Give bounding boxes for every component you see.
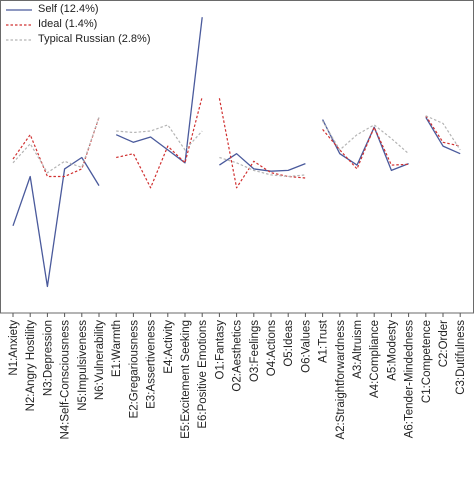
plot-frame <box>0 0 474 314</box>
series-line-self-group-2 <box>115 17 203 164</box>
x-tick-label: O5:Ideas <box>283 320 295 367</box>
series-line-typical-russian-group-1 <box>12 117 100 174</box>
x-tick-label: A1:Trust <box>318 319 330 363</box>
x-tick-label: E1:Warmth <box>111 320 123 377</box>
x-tick-label: E6:Positive Emotions <box>197 320 209 429</box>
series-line-self-group-1 <box>12 156 100 288</box>
x-tick-label: O1:Fantasy <box>214 320 226 380</box>
legend-label-ideal: Ideal (1.4%) <box>38 18 98 30</box>
x-tick-label: N3:Depression <box>42 320 54 396</box>
legend-label-self: Self (12.4%) <box>38 3 99 15</box>
series-line-ideal-group-4 <box>322 126 409 170</box>
series-line-typical-russian-group-5 <box>425 115 461 151</box>
legend-swatch-self <box>6 8 32 11</box>
series-line-typical-russian-group-2 <box>116 124 203 151</box>
x-tick-label: C1:Competence <box>421 320 433 403</box>
x-tick-label: O6:Values <box>300 320 312 373</box>
x-tick-label: N6:Vulnerability <box>94 320 106 400</box>
x-tick-label: O4:Actions <box>266 320 278 376</box>
legend-swatch-ideal <box>6 23 32 26</box>
x-tick-label: N2:Angry Hostility <box>25 320 37 412</box>
x-tick-label: N1:Anxiety <box>8 320 20 376</box>
x-tick-label: O2:Aesthetics <box>232 320 244 392</box>
series-line-ideal-group-2 <box>116 96 203 189</box>
x-tick-label: A2:Straightforwardness <box>335 320 347 440</box>
x-tick-label: E5:Excitement Seeking <box>180 320 192 439</box>
series-line-typical-russian-group-4 <box>322 120 409 155</box>
x-tick-label: N4:Self-Consciousness <box>60 320 72 440</box>
legend-label-typical-russian: Typical Russian (2.8%) <box>38 33 151 45</box>
series-line-typical-russian-group-3 <box>219 156 306 178</box>
x-tick-label: A4:Compliance <box>369 320 381 398</box>
series-line-ideal-group-1 <box>12 117 100 178</box>
x-tick-label: E2:Gregariousness <box>128 320 140 419</box>
legend-item-ideal: Ideal (1.4%) <box>6 17 151 32</box>
series-line-self-group-3 <box>219 153 306 172</box>
x-tick-label: O3:Feelings <box>249 320 261 382</box>
legend-swatch-typical-russian <box>6 38 32 41</box>
series-line-self-group-5 <box>425 116 461 155</box>
legend-item-typical-russian: Typical Russian (2.8%) <box>6 32 151 47</box>
legend-item-self: Self (12.4%) <box>6 2 151 17</box>
x-tick-label: A3:Altruism <box>352 320 364 379</box>
x-tick-label: A5:Modesty <box>386 320 398 381</box>
series-line-ideal-group-3 <box>218 98 306 189</box>
legend: Self (12.4%) Ideal (1.4%) Typical Russia… <box>6 2 151 47</box>
x-tick-label: C2:Order <box>438 320 450 367</box>
series-line-self-group-4 <box>322 119 409 172</box>
x-tick-label: E4:Activity <box>163 320 175 374</box>
x-tick-label: N5:Impulsiveness <box>77 320 89 411</box>
x-tick-label: E3:Assertiveness <box>146 320 158 409</box>
x-tick-label: A6:Tender-Mindedness <box>404 320 416 439</box>
series-line-ideal-group-5 <box>425 115 461 147</box>
x-tick-label: C3:Dutifulness <box>455 320 467 395</box>
